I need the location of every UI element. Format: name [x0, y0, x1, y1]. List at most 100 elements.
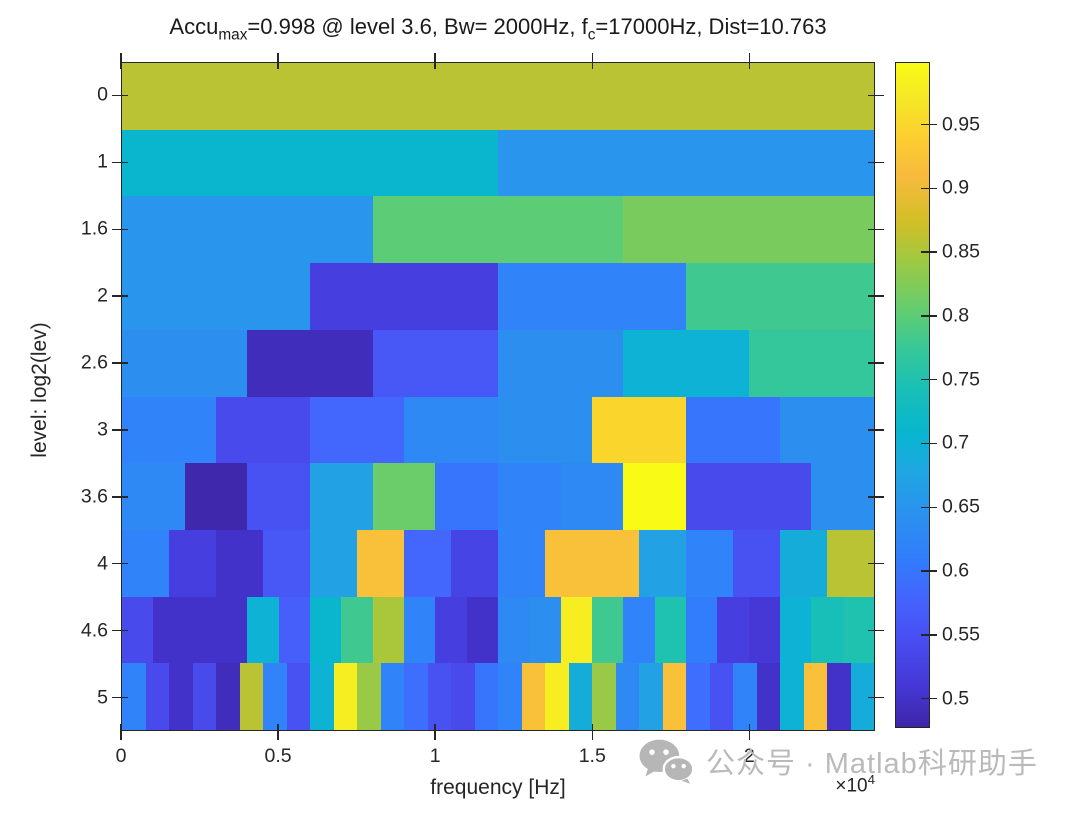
heatmap-cell: [685, 596, 718, 664]
heatmap-cell: [286, 663, 310, 731]
colorbar-tick-label: 0.85: [942, 240, 980, 263]
heatmap-cell: [545, 663, 569, 731]
heatmap-cell: [310, 463, 373, 530]
heatmap-cell: [122, 263, 310, 330]
heatmap-cell: [803, 663, 827, 731]
heatmap-cell: [122, 129, 498, 197]
heatmap-cell: [639, 529, 686, 597]
heatmap-cell: [451, 529, 498, 597]
x-tick-mark-top: [120, 53, 122, 69]
heatmap-cell: [404, 529, 451, 597]
heatmap-cell: [545, 529, 592, 597]
heatmap-cell: [404, 663, 428, 731]
heatmap-cell: [310, 263, 498, 330]
x-tick-label: 1.5: [578, 745, 606, 767]
heatmap-cell: [521, 663, 545, 731]
heatmap-cell: [145, 663, 169, 731]
heatmap-row: [122, 663, 874, 731]
heatmap-cell: [404, 396, 498, 464]
x-tick-mark-top: [434, 53, 436, 69]
heatmap-cell: [278, 596, 310, 664]
heatmap-row: [122, 463, 875, 530]
title-subscript-c: c: [587, 26, 596, 44]
heatmap-cell: [357, 529, 404, 597]
heatmap-cell: [498, 129, 874, 197]
heatmap-cell: [122, 663, 146, 731]
y-tick-mark: [112, 228, 128, 230]
y-tick-label: 1: [97, 150, 108, 173]
colorbar-tick-mark: [921, 315, 937, 317]
heatmap-cell: [592, 396, 686, 464]
heatmap-cell: [748, 329, 874, 397]
y-tick-mark: [112, 362, 128, 364]
y-tick-mark: [112, 563, 128, 565]
colorbar-tick-mark: [921, 570, 937, 572]
heatmap-cell: [122, 196, 373, 264]
heatmap-cell: [380, 663, 404, 731]
colorbar-tick-label: 0.75: [942, 368, 980, 391]
colorbar-tick-mark: [921, 634, 937, 636]
heatmap-cell: [122, 529, 169, 597]
heatmap-cell: [686, 463, 749, 530]
colorbar-tick-label: 0.55: [942, 623, 980, 646]
heatmap-cell: [341, 596, 373, 664]
heatmap-cell: [654, 596, 686, 664]
heatmap-cell: [811, 596, 843, 664]
y-tick-label: 1.6: [80, 217, 108, 240]
heatmap-cell: [709, 663, 733, 731]
y-tick-mark: [112, 161, 128, 164]
colorbar-tick-mark: [921, 697, 937, 700]
heatmap-row: [122, 196, 875, 264]
x-tick-mark-top: [277, 53, 279, 69]
heatmap-cell: [686, 529, 733, 597]
heatmap-cell: [662, 663, 686, 731]
x-tick-mark: [434, 724, 436, 740]
colorbar-tick-mark: [921, 251, 937, 253]
heatmap-cell: [372, 329, 498, 397]
heatmap-cell: [122, 329, 248, 397]
heatmap-cell: [529, 596, 561, 664]
y-tick-mark: [112, 295, 128, 297]
heatmap-cell: [435, 463, 499, 530]
heatmap-cell: [827, 663, 851, 731]
heatmap-cell: [372, 196, 624, 264]
wechat-icon: [639, 739, 694, 784]
heatmap-cell: [623, 329, 749, 397]
heatmap-cell: [615, 663, 639, 731]
heatmap-cell: [780, 396, 874, 464]
y-tick-label: 3.6: [80, 485, 108, 508]
title-part: =0.998 @ level 3.6, Bw= 2000Hz, f: [247, 14, 588, 39]
y-tick-mark-right: [868, 94, 884, 97]
y-tick-mark-right: [868, 563, 884, 565]
heatmap-cell: [239, 663, 263, 731]
heatmap-cell: [122, 463, 185, 530]
heatmap-cell: [310, 663, 334, 731]
y-tick-mark: [112, 696, 128, 699]
y-tick-mark: [112, 629, 128, 632]
heatmap-cell: [451, 663, 475, 731]
heatmap-cell: [748, 463, 812, 530]
heatmap-cell: [497, 329, 624, 397]
heatmap-cell: [498, 396, 592, 464]
colorbar-tick-label: 0.7: [942, 431, 970, 454]
heatmap-cell: [811, 463, 875, 530]
heatmap-cell: [310, 396, 404, 464]
heatmap-cell: [560, 463, 624, 530]
heatmap-cell: [498, 463, 561, 530]
heatmap-cell: [591, 596, 624, 664]
heatmap-cell: [184, 596, 216, 664]
heatmap-cell: [748, 596, 780, 664]
y-tick-label: 0: [97, 83, 108, 106]
heatmap-cell: [247, 596, 279, 664]
heatmap-cell: [403, 596, 436, 664]
heatmap-row: [122, 129, 874, 197]
heatmap-cell: [686, 663, 710, 731]
y-tick-mark-right: [868, 629, 884, 632]
y-tick-mark: [112, 94, 128, 97]
heatmap-cell: [427, 663, 451, 731]
heatmap-cell: [686, 396, 780, 464]
colorbar-tick-label: 0.6: [942, 559, 970, 582]
colorbar-tick-mark: [921, 506, 937, 508]
title-subscript-max: max: [218, 26, 248, 44]
